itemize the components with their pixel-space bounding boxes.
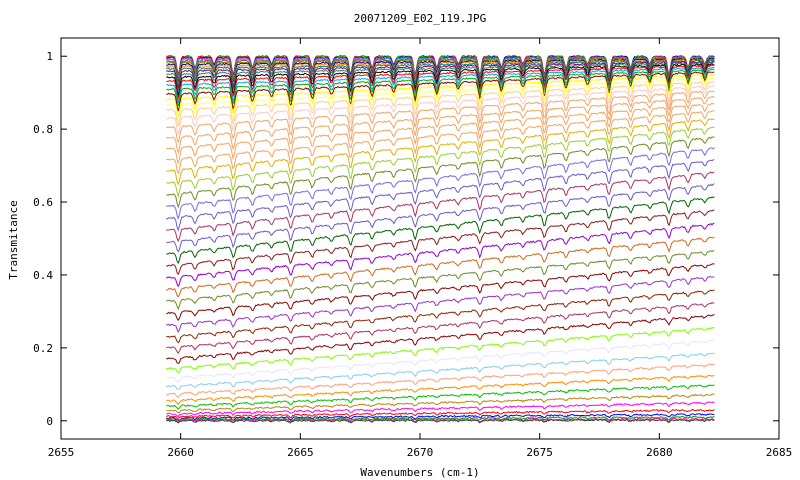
series-line [166,183,715,253]
series-line [166,56,715,82]
series-line [166,73,715,117]
series-line [166,66,715,104]
series-line [166,363,715,399]
series-line [166,118,715,186]
series-line [166,415,715,422]
x-tick-label: 2670 [407,446,434,459]
series-line [166,64,715,101]
y-tick-label: 0.8 [33,123,53,136]
x-tick-label: 2660 [167,446,194,459]
series-line [166,102,715,165]
x-tick-label: 2665 [287,446,314,459]
series-line [166,209,715,276]
series-line [166,63,715,98]
x-tick-label: 2675 [526,446,553,459]
series-line [165,58,715,87]
y-tick-label: 1 [46,50,53,63]
series-line [166,301,715,354]
y-tick-label: 0.2 [33,342,53,355]
series-line [166,413,715,421]
series-line [166,263,715,322]
series-line [166,236,715,298]
y-tick-label: 0.4 [33,269,53,282]
series-line [166,408,715,419]
chart-title: 20071209_E02_119.JPG [354,12,486,25]
series-line [166,90,715,144]
y-axis-label: Transmitance [7,200,20,279]
y-tick-label: 0.6 [33,196,53,209]
series-line [166,71,715,112]
tick-layer: 2655 2660 2665 2670 2675 2680 2685 0 0.2 0.4 0.6 0.… [33,38,792,459]
series-line [166,339,715,384]
series-line [166,289,715,344]
series-line [166,147,715,220]
y-tick-label: 0 [46,415,53,428]
series-line [166,374,715,406]
series-line [166,418,715,424]
series-line [166,95,715,155]
series-line [166,59,715,87]
series-line [165,222,715,288]
series-line [165,276,715,333]
series-line [166,401,715,418]
series-line [166,81,715,127]
series-line [166,393,715,414]
series-line [166,68,715,107]
series-layer [165,54,715,424]
series-line [165,326,715,373]
series-line [166,110,715,175]
series-line [166,136,715,209]
series-line [166,60,715,91]
x-tick-label: 2680 [646,446,673,459]
series-line [166,196,715,265]
series-line [166,352,715,390]
x-axis-label: Wavenumbers (cm-1) [360,466,479,479]
series-line [166,159,715,232]
series-line [166,126,715,199]
series-line [166,57,715,84]
x-tick-label: 2655 [48,446,75,459]
series-line [166,384,715,410]
series-line [166,314,715,364]
series-line [165,77,715,124]
series-line [166,61,715,94]
series-line [166,85,715,136]
series-line [166,250,715,311]
series-line [166,171,715,243]
x-tick-label: 2685 [766,446,793,459]
series-line [166,56,715,79]
